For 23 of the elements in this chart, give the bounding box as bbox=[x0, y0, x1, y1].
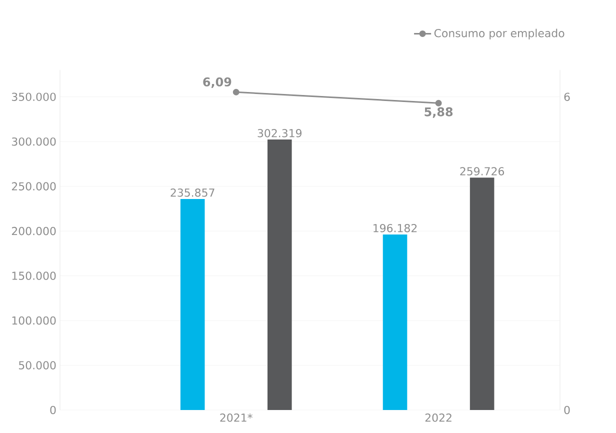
y-tick-label: 50.000 bbox=[18, 361, 56, 370]
data-label: 6,09 bbox=[203, 77, 232, 88]
bar bbox=[382, 234, 408, 410]
y-tick-label: 250.000 bbox=[12, 182, 56, 190]
x-tick-label: 2021* bbox=[220, 414, 252, 422]
y-tick-label: 200.000 bbox=[12, 226, 56, 236]
data-label: 302.319 bbox=[258, 129, 302, 138]
y2-tick-label: 6 bbox=[564, 92, 570, 101]
y-tick-label: 0 bbox=[50, 406, 56, 414]
y-tick-label: 150.000 bbox=[12, 272, 56, 280]
bar bbox=[470, 178, 494, 410]
data-label: 5,88 bbox=[424, 107, 453, 118]
bar bbox=[180, 198, 205, 410]
data-label: 259.726 bbox=[460, 167, 504, 176]
y-tick-label: 100.000 bbox=[12, 316, 56, 325]
bar bbox=[267, 140, 292, 410]
data-label: 196.182 bbox=[374, 224, 417, 232]
y2-tick-label: 0 bbox=[564, 406, 570, 414]
x-tick-label: 2022 bbox=[425, 414, 452, 422]
y-tick-label: 300.000 bbox=[12, 137, 56, 146]
legend-label: Consumo por empleado bbox=[434, 28, 564, 40]
y-tick-label: 350.000 bbox=[12, 92, 56, 101]
data-label: 235.857 bbox=[170, 188, 214, 197]
